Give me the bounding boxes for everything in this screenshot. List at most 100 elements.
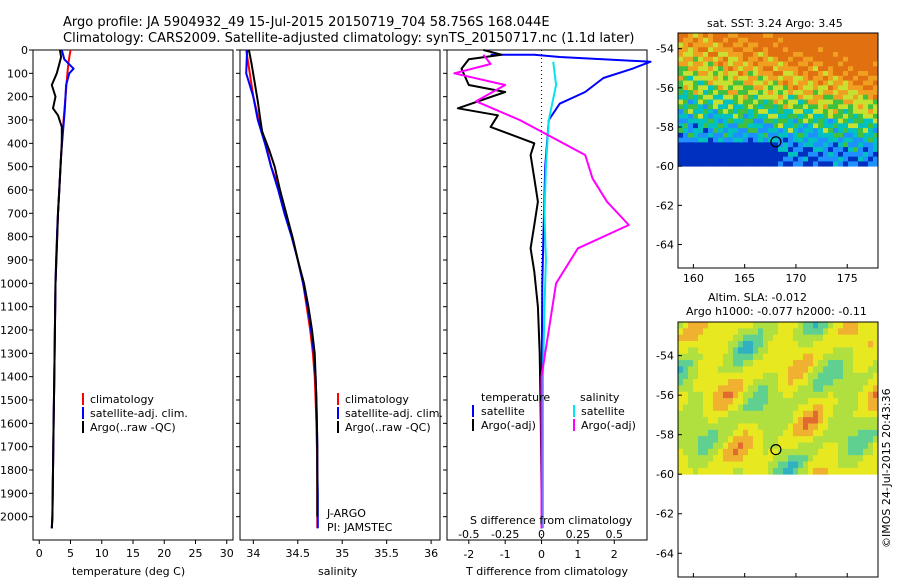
map-cell [853,385,859,393]
map-cell [703,47,709,53]
map-cell [848,455,854,462]
map-cell [768,80,774,86]
map-cell [853,360,859,367]
map-cell [743,142,749,148]
map-cell [703,142,709,148]
map-cell [768,398,774,405]
map-cell [698,47,704,53]
map-cell [733,347,739,355]
map-cell [753,423,759,431]
sst-map-axes: 160 165 170 175-54-56-58-60-62-64 [656,43,858,285]
map-cell [843,142,849,148]
map-cell [773,123,779,129]
map-cell [848,94,854,100]
map-cell [798,436,804,443]
map-cell [823,347,829,355]
map-cell [818,137,824,143]
map-cell [728,75,734,81]
map-cell [743,109,749,115]
map-cell [813,80,819,86]
map-cell [748,341,754,348]
map-cell [733,37,739,43]
map-cell [688,123,694,129]
lat-tick-label: -56 [656,82,674,95]
map-cell [688,455,694,462]
map-cell [803,455,809,462]
map-cell [773,429,779,437]
lon-tick-label: 160 [683,272,704,285]
map-cell [748,156,754,162]
map-cell [763,467,769,475]
map-cell [693,47,699,53]
map-cell [838,137,844,143]
map-cell [843,56,849,62]
map-cell [863,99,869,105]
map-cell [698,385,704,393]
map-cell [753,75,759,81]
map-cell [723,341,729,348]
map-cell [813,353,819,361]
map-cell [703,99,709,105]
map-cell [783,147,789,153]
map-cell [758,80,764,86]
map-cell [788,113,794,120]
map-cell [683,366,689,374]
map-cell [843,385,849,393]
map-cell [773,85,779,91]
map-cell [863,360,869,367]
map-cell [693,442,699,450]
map-cell [728,398,734,405]
map-cell [723,436,729,443]
map-cell [708,132,714,139]
map-cell [748,467,754,475]
map-cell [753,52,759,58]
map-cell [803,47,809,53]
map-cell [753,379,759,386]
map-cell [708,33,714,39]
map-cell [863,147,869,153]
map-cell [798,391,804,399]
legend-t-satellite: satellite [481,405,525,418]
map-cell [743,151,749,158]
map-cell [728,404,734,412]
map-cell [713,404,719,412]
map-cell [818,334,824,342]
map-cell [708,56,714,62]
map-cell [853,334,859,342]
t-difference-label: T difference from climatology [465,565,628,578]
map-cell [868,99,874,105]
map-cell [798,104,804,110]
map-cell [793,328,799,336]
map-cell [868,151,874,158]
map-cell [683,467,689,475]
map-cell [708,42,714,48]
map-cell [773,391,779,399]
map-cell [858,113,864,120]
map-cell [738,132,744,139]
map-cell [733,391,739,399]
map-cell [718,42,724,48]
map-cell [853,398,859,405]
map-cell [763,366,769,374]
map-cell [848,347,854,355]
map-cell [773,442,779,450]
map-cell [823,61,829,67]
map-cell [678,52,684,58]
map-cell [803,33,809,39]
map-cell [703,71,709,77]
map-cell [683,47,689,53]
map-cell [738,99,744,105]
map-cell [778,142,784,148]
map-cell [763,341,769,348]
map-cell [758,94,764,100]
map-cell [718,128,724,134]
map-cell [813,347,819,355]
map-cell [728,429,734,437]
map-cell [723,90,729,96]
map-cell [753,322,759,329]
map-cell [793,113,799,120]
map-cell [748,80,754,86]
map-cell [833,71,839,77]
map-cell [818,123,824,129]
map-cell [868,113,874,120]
